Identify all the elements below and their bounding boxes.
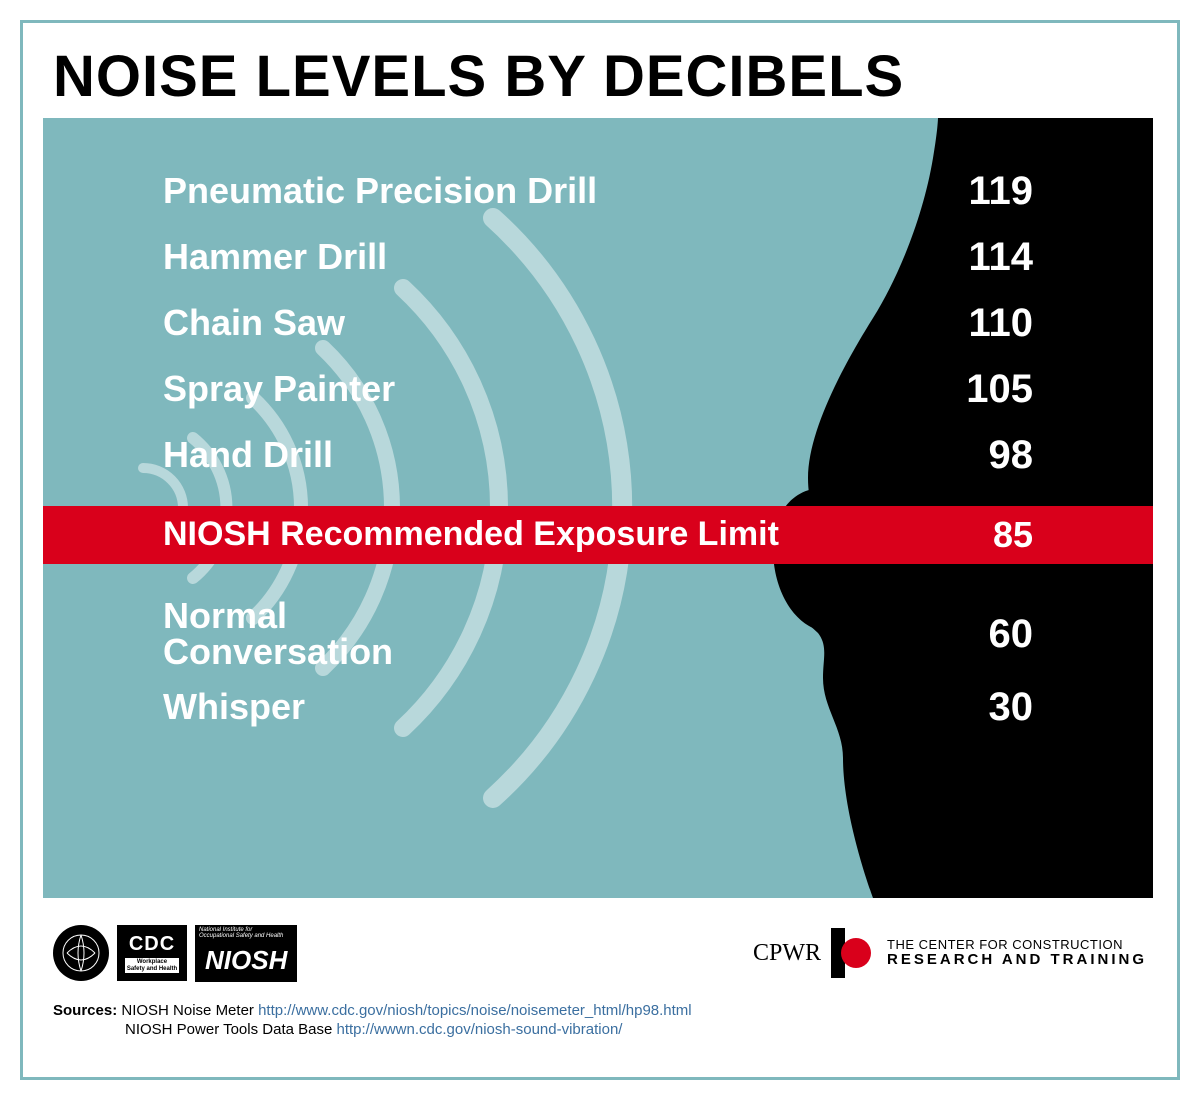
center-text: THE CENTER FOR CONSTRUCTION RESEARCH AND… xyxy=(887,938,1147,969)
source-line: NIOSH Power Tools Data Base http://wwwn.… xyxy=(53,1021,1157,1038)
noise-row: NormalConversation 60 xyxy=(43,594,1153,674)
noise-row: Spray Painter 105 xyxy=(43,356,1153,422)
noise-label: Whisper xyxy=(163,688,913,726)
source-link[interactable]: http://www.cdc.gov/niosh/topics/noise/no… xyxy=(258,1002,692,1019)
noise-row: Whisper 30 xyxy=(43,674,1153,740)
noise-value: 30 xyxy=(913,685,1033,730)
noise-label: Spray Painter xyxy=(163,370,913,408)
noise-label: NormalConversation xyxy=(163,598,913,670)
noise-value: 114 xyxy=(913,235,1033,280)
noise-label: Pneumatic Precision Drill xyxy=(163,172,913,210)
sources: Sources: NIOSH Noise Meter http://www.cd… xyxy=(43,1002,1157,1038)
cdc-logo-text: CDC xyxy=(129,933,175,956)
niosh-logo-main: NIOSH xyxy=(195,941,297,982)
title: NOISE LEVELS BY DECIBELS xyxy=(53,43,1157,110)
noise-row: Pneumatic Precision Drill 119 xyxy=(43,158,1153,224)
noise-value: 110 xyxy=(913,301,1033,346)
cpwr-text: CPWR xyxy=(753,940,821,967)
limit-row: NIOSH Recommended Exposure Limit 85 xyxy=(43,506,1153,564)
noise-row: Hammer Drill 114 xyxy=(43,224,1153,290)
noise-label: Hammer Drill xyxy=(163,238,913,276)
source-line: Sources: NIOSH Noise Meter http://www.cd… xyxy=(53,1002,1157,1019)
niosh-logo-top: National Institute forOccupational Safet… xyxy=(195,925,297,941)
cdc-logo-subtext: WorkplaceSafety and Health xyxy=(125,958,179,973)
noise-row: Chain Saw 110 xyxy=(43,290,1153,356)
infographic-frame: NOISE LEVELS BY DECIBELS Pneumatic Preci xyxy=(20,20,1180,1080)
noise-value: 105 xyxy=(913,367,1033,412)
limit-label: NIOSH Recommended Exposure Limit xyxy=(163,517,913,553)
center-line2: RESEARCH AND TRAINING xyxy=(887,952,1147,969)
source-text: NIOSH Noise Meter xyxy=(121,1002,258,1019)
noise-row: Hand Drill 98 xyxy=(43,422,1153,488)
chart-area: Pneumatic Precision Drill 119 Hammer Dri… xyxy=(43,118,1153,898)
source-link[interactable]: http://wwwn.cdc.gov/niosh-sound-vibratio… xyxy=(336,1021,622,1038)
hhs-logo-icon xyxy=(53,925,109,981)
logos-right: CPWR THE CENTER FOR CONSTRUCTION RESEARC… xyxy=(753,928,1147,978)
noise-value: 119 xyxy=(913,169,1033,214)
source-text: NIOSH Power Tools Data Base xyxy=(125,1021,336,1038)
cdc-logo-icon: CDC WorkplaceSafety and Health xyxy=(117,925,187,981)
sources-label: Sources: xyxy=(53,1002,117,1019)
logos-left: CDC WorkplaceSafety and Health National … xyxy=(53,925,297,981)
footer: CDC WorkplaceSafety and Health National … xyxy=(43,918,1157,988)
noise-value: 98 xyxy=(913,433,1033,478)
noise-rows: Pneumatic Precision Drill 119 Hammer Dri… xyxy=(43,118,1153,740)
cpwr-logo-icon xyxy=(831,928,877,978)
noise-label: Chain Saw xyxy=(163,304,913,342)
center-line1: THE CENTER FOR CONSTRUCTION xyxy=(887,938,1147,952)
niosh-logo-icon: National Institute forOccupational Safet… xyxy=(195,925,297,981)
limit-value: 85 xyxy=(913,514,1033,556)
noise-label: Hand Drill xyxy=(163,436,913,474)
noise-value: 60 xyxy=(913,612,1033,657)
